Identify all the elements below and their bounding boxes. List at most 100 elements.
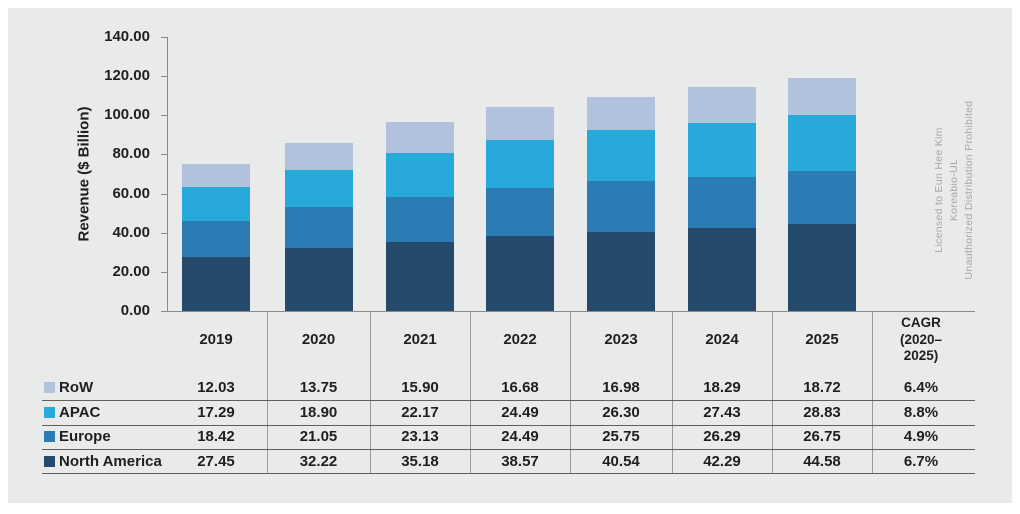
- y-tick-mark: [161, 232, 167, 234]
- table-cell: 16.68: [501, 379, 539, 397]
- watermark-line: Koreabio-UL: [948, 158, 960, 222]
- y-tick-mark: [161, 193, 167, 195]
- bar-segment-europe-2020: [284, 206, 353, 248]
- legend-swatch-north-america: [44, 455, 55, 467]
- table-year-header-2019: 2019: [199, 331, 233, 348]
- table-cagr-cell: 6.7%: [903, 452, 939, 470]
- table-cell: 12.03: [197, 379, 235, 397]
- table-cell: 17.29: [197, 403, 235, 421]
- table-cell: 23.13: [401, 428, 439, 446]
- bar-segment-north-america-2021: [386, 242, 454, 311]
- table-cell: 38.57: [501, 452, 539, 470]
- y-tick-label: 60.00: [112, 184, 150, 202]
- legend-label: APAC: [59, 403, 101, 421]
- table-cagr-cell: 6.4%: [903, 379, 939, 397]
- table-cell: 15.90: [401, 379, 439, 397]
- legend-label: North America: [59, 452, 162, 470]
- table-column-separator: [672, 311, 673, 473]
- table-row-label-europe: Europe: [44, 425, 111, 450]
- table-year-header-2020: 2020: [301, 331, 336, 348]
- cagr-header-line: 2025): [903, 348, 939, 363]
- table-cell: 18.72: [803, 379, 841, 397]
- y-tick-mark: [161, 271, 167, 273]
- table-cell: 24.49: [501, 403, 539, 421]
- table-cagr-cell: 4.9%: [903, 428, 939, 446]
- table-cell: 28.83: [803, 403, 841, 421]
- bar-segment-apac-2024: [688, 123, 756, 177]
- table-cell: 27.43: [703, 403, 741, 421]
- table-cagr-header: CAGR (2020– 2025): [872, 315, 970, 365]
- table-cell: 26.75: [803, 428, 841, 446]
- bar-segment-north-america-2020: [284, 247, 353, 311]
- table-cell: 24.49: [501, 428, 539, 446]
- bar-segment-apac-2019: [182, 187, 250, 222]
- table-cell: 18.90: [299, 403, 338, 421]
- bar-segment-row-2021: [386, 122, 454, 154]
- table-cell: 42.29: [703, 452, 741, 470]
- bar-segment-apac-2025: [788, 114, 856, 172]
- table-year-header-2024: 2024: [705, 331, 739, 348]
- bar-segment-row-2023: [587, 96, 655, 130]
- legend-swatch-apac: [44, 406, 55, 418]
- bar-segment-apac-2020: [284, 169, 353, 207]
- bar-segment-europe-2025: [788, 171, 856, 224]
- legend-label: Europe: [59, 428, 111, 446]
- table-column-separator: [872, 311, 873, 473]
- bar-segment-apac-2021: [386, 153, 454, 197]
- table-column-separator: [267, 311, 268, 473]
- table-row-separator: [42, 473, 975, 474]
- table-cell: 26.29: [703, 428, 741, 446]
- table-cell: 22.17: [401, 403, 439, 421]
- bar-segment-north-america-2024: [688, 228, 756, 311]
- bar-segment-row-2024: [688, 87, 756, 124]
- table-year-header-2021: 2021: [403, 331, 437, 348]
- table-year-header-2023: 2023: [604, 331, 638, 348]
- table-row-separator: [42, 424, 975, 426]
- y-tick-mark: [161, 37, 167, 38]
- bar-segment-row-2022: [486, 107, 554, 140]
- table-cell: 18.29: [703, 379, 741, 397]
- table-row-separator: [42, 449, 975, 450]
- bar-segment-europe-2022: [486, 187, 554, 236]
- bar-segment-north-america-2019: [182, 257, 250, 311]
- y-tick-label: 120.00: [104, 67, 150, 85]
- y-tick-label: 0.00: [120, 302, 150, 319]
- table-cell: 13.75: [299, 379, 338, 397]
- y-tick-label: 20.00: [112, 262, 150, 280]
- table-column-separator: [772, 311, 773, 473]
- bar-segment-apac-2023: [587, 129, 655, 182]
- legend-swatch-europe: [44, 431, 55, 443]
- y-tick-mark: [161, 76, 167, 78]
- table-cell: 35.18: [401, 452, 439, 470]
- table-cell: 32.22: [299, 452, 338, 470]
- y-tick-label: 100.00: [104, 106, 150, 124]
- cagr-header-line: (2020–: [899, 331, 943, 347]
- bar-segment-row-2019: [182, 163, 250, 188]
- bar-segment-europe-2021: [386, 196, 454, 243]
- table-column-separator: [470, 311, 471, 473]
- y-tick-mark: [161, 154, 167, 156]
- table-row-label-row: RoW: [44, 376, 93, 401]
- cagr-header-line: CAGR: [901, 315, 941, 330]
- bar-segment-europe-2019: [182, 221, 250, 258]
- table-year-header-2022: 2022: [503, 331, 537, 348]
- bar-segment-north-america-2023: [587, 231, 655, 311]
- bar-segment-north-america-2022: [486, 235, 554, 311]
- y-tick-mark: [161, 115, 167, 117]
- bar-segment-apac-2022: [486, 139, 554, 188]
- bar-segment-north-america-2025: [788, 223, 856, 311]
- table-cell: 21.05: [299, 428, 338, 446]
- legend-label: RoW: [59, 379, 94, 397]
- y-tick-label: 40.00: [112, 223, 150, 241]
- y-tick-label: 140.00: [104, 28, 150, 45]
- table-cell: 44.58: [803, 452, 841, 470]
- y-tick-label: 80.00: [112, 145, 150, 163]
- table-cell: 16.98: [602, 379, 640, 397]
- table-cell: 26.30: [602, 403, 640, 421]
- legend-swatch-row: [44, 382, 55, 394]
- table-column-separator: [370, 311, 371, 473]
- bar-segment-row-2025: [788, 78, 856, 115]
- table-year-header-2025: 2025: [805, 331, 839, 348]
- bar-segment-europe-2024: [688, 176, 756, 229]
